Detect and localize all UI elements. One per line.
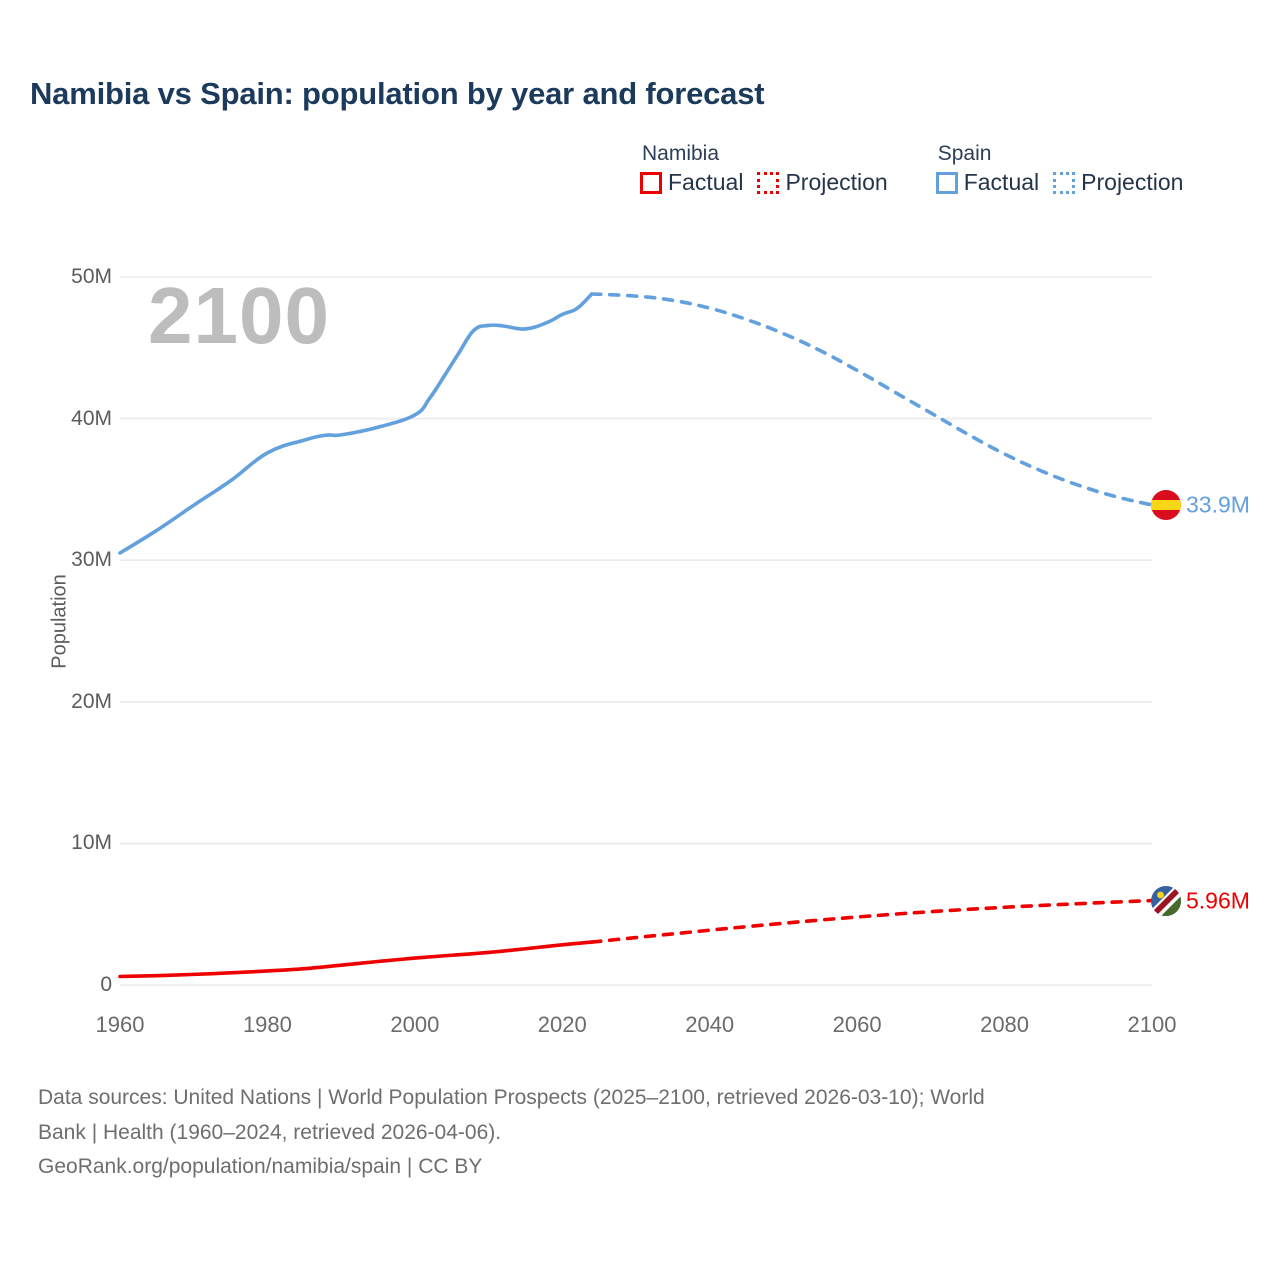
legend-item-namibia-projection[interactable]: Projection xyxy=(757,169,888,196)
legend-country-namibia: Namibia xyxy=(642,142,720,165)
namibia-projection-line xyxy=(589,898,1154,944)
y-axis-tick-label: 30M xyxy=(71,548,112,572)
x-axis-tick-label: 2100 xyxy=(1127,1012,1177,1037)
footer-line-2: Bank | Health (1960–2024, retrieved 2026… xyxy=(38,1120,502,1144)
legend-swatch-dotted-icon xyxy=(1053,171,1076,194)
y-axis-tick-label: 50M xyxy=(71,265,112,288)
legend-row-namibia: Factual Projection xyxy=(640,171,888,194)
namibia-factual-line xyxy=(118,940,594,979)
x-axis-tick-label: 2020 xyxy=(537,1012,587,1037)
footer-line-1: Data sources: United Nations | World Pop… xyxy=(38,1086,985,1109)
namibia-flag-icon xyxy=(1151,885,1181,916)
page-title: Namibia vs Spain: population by year and… xyxy=(30,76,765,111)
legend-swatch-dotted-icon xyxy=(757,171,780,194)
x-axis-tick-label: 2080 xyxy=(980,1012,1030,1037)
x-axis-tick-label: 2040 xyxy=(685,1012,735,1037)
legend-row-spain: Factual Projection xyxy=(935,169,1183,196)
x-axis-tick-label: 2060 xyxy=(832,1012,882,1037)
legend-country-spain: Spain xyxy=(937,142,992,165)
y-axis-tick-label: 20M xyxy=(71,689,112,713)
y-axis-ticks: 0 10M 20M 30M 40M 50M xyxy=(0,0,112,1280)
legend-label-namibia-projection: Projection xyxy=(785,169,888,196)
spain-flag-icon xyxy=(1151,489,1181,520)
footer-line-3: GeoRank.org/population/namibia/spain | C… xyxy=(38,1155,483,1179)
legend-label-namibia-factual: Factual xyxy=(668,169,744,196)
legend-label-spain-factual: Factual xyxy=(963,169,1040,196)
spain-endpoint-label: 33.9M xyxy=(1186,491,1250,518)
y-axis-tick-label: 10M xyxy=(71,831,112,855)
legend-group-spain: Spain Factual Projection xyxy=(935,142,1183,196)
legend-item-spain-factual[interactable]: Factual xyxy=(935,169,1040,196)
year-watermark: 2100 xyxy=(148,271,330,360)
y-axis-tick-label: 40M xyxy=(71,406,112,430)
legend-label-spain-projection: Projection xyxy=(1081,169,1184,196)
footer-sources: Data sources: United Nations | World Pop… xyxy=(38,1082,1238,1184)
x-axis-tick-label: 2000 xyxy=(390,1012,440,1037)
spain-projection-line xyxy=(589,292,1154,507)
x-axis-tick-label: 1960 xyxy=(95,1012,145,1037)
legend-item-spain-projection[interactable]: Projection xyxy=(1053,171,1183,194)
y-axis-tick-label: 0 xyxy=(100,973,112,996)
legend-item-namibia-factual[interactable]: Factual xyxy=(640,171,743,194)
chart-legend: Namibia Factual Projection Spain Factual… xyxy=(640,142,1183,194)
namibia-endpoint-label: 5.96M xyxy=(1186,887,1250,914)
legend-swatch-solid-icon xyxy=(640,171,662,194)
legend-group-namibia: Namibia Factual Projection xyxy=(640,142,888,194)
x-axis-tick-label: 1980 xyxy=(242,1012,292,1037)
legend-swatch-solid-icon xyxy=(935,171,958,194)
